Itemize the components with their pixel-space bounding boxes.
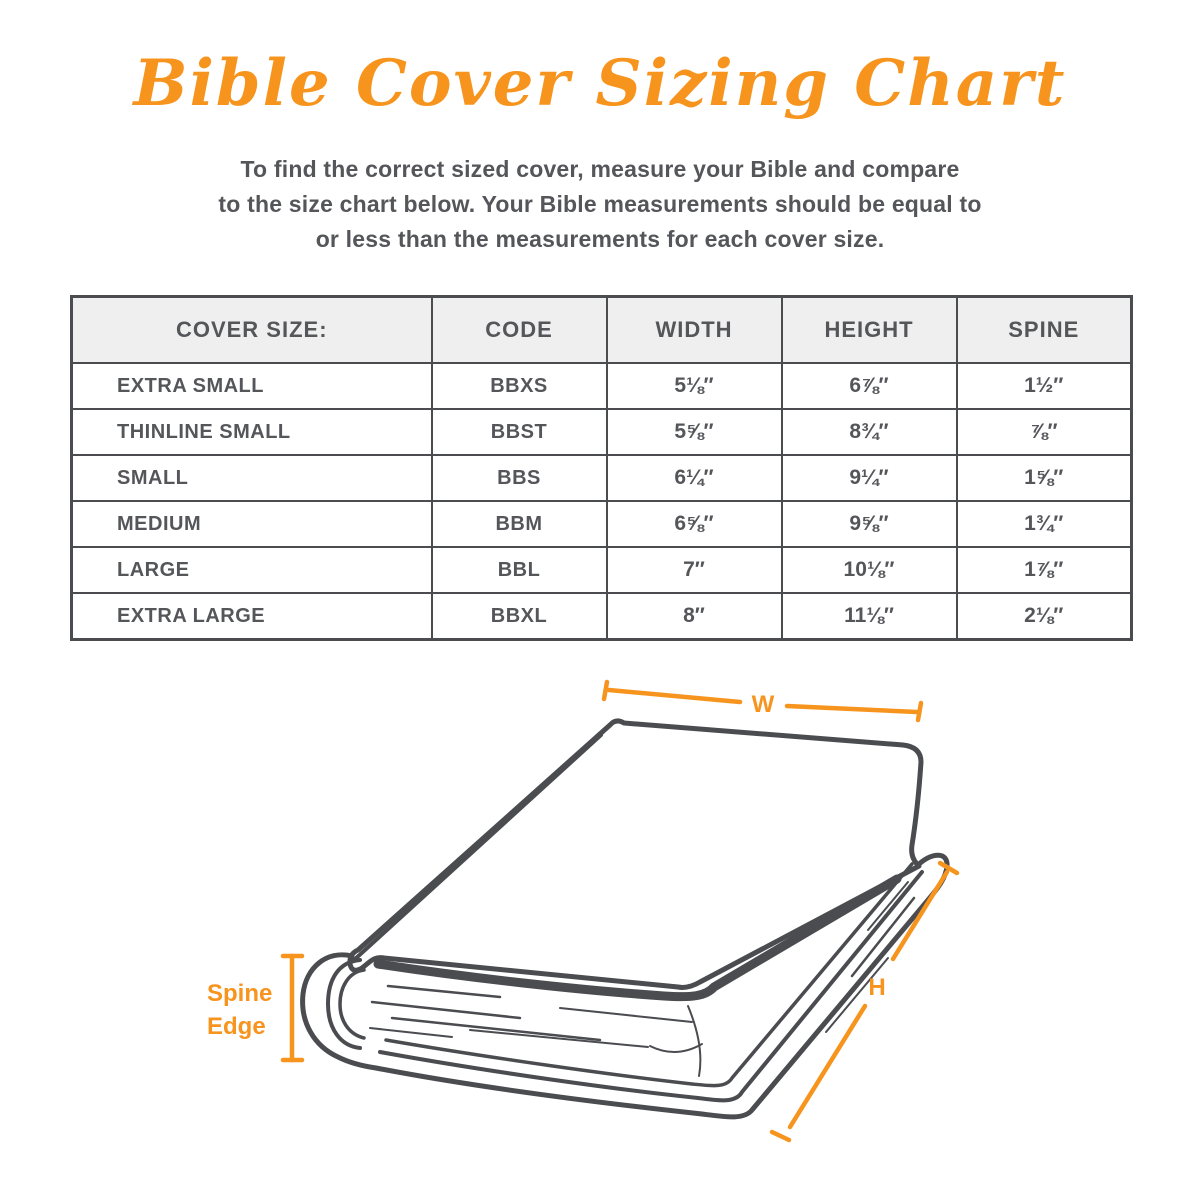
cell-2-0: SMALL — [70, 454, 433, 502]
page-texture-lines — [369, 881, 916, 1077]
cell-0-2: 5⅛″ — [605, 362, 783, 410]
cell-0-3: 6⅞″ — [780, 362, 958, 410]
cell-5-2: 8″ — [605, 592, 783, 641]
cell-1-3: 8¾″ — [780, 408, 958, 456]
cell-3-3: 9⅝″ — [780, 500, 958, 548]
table-row-2: SMALL BBS 6¼″ 9¼″ 1⅝″ — [70, 454, 1133, 502]
table-row-5: EXTRA LARGE BBXL 8″ 11⅛″ 2⅛″ — [70, 592, 1133, 641]
table-row-3: MEDIUM BBM 6⅝″ 9⅝″ 1¾″ — [70, 500, 1133, 548]
table-row-0: EXTRA SMALL BBXS 5⅛″ 6⅞″ 1½″ — [70, 362, 1133, 410]
cell-3-2: 6⅝″ — [605, 500, 783, 548]
column-header-3: HEIGHT — [780, 295, 958, 364]
spine-arch — [326, 958, 366, 1050]
height-measurement: H — [769, 860, 960, 1143]
cell-3-4: 1¾″ — [955, 500, 1133, 548]
width-tick-left — [601, 679, 610, 702]
cell-1-1: BBST — [430, 408, 608, 456]
cell-4-0: LARGE — [70, 546, 433, 594]
cell-5-0: EXTRA LARGE — [70, 592, 433, 641]
width-label: W — [752, 691, 775, 718]
page-title: Bible Cover Sizing Chart — [133, 46, 1067, 121]
column-header-2: WIDTH — [605, 295, 783, 364]
column-header-4: SPINE — [955, 295, 1133, 364]
table-row-1: THINLINE SMALL BBST 5⅝″ 8¾″ ⅞″ — [70, 408, 1133, 456]
height-tick-top — [937, 860, 960, 876]
cell-3-0: MEDIUM — [70, 500, 433, 548]
cell-5-3: 11⅛″ — [780, 592, 958, 641]
spine-hinge-line — [352, 733, 603, 962]
cell-4-1: BBL — [430, 546, 608, 594]
cell-0-4: 1½″ — [955, 362, 1133, 410]
table-row-4: LARGE BBL 7″ 10⅛″ 1⅞″ — [70, 546, 1133, 594]
cell-0-1: BBXS — [430, 362, 608, 410]
cell-4-2: 7″ — [605, 546, 783, 594]
cell-2-4: 1⅝″ — [955, 454, 1133, 502]
height-label: H — [868, 974, 885, 1001]
cell-2-1: BBS — [430, 454, 608, 502]
spine-edge-label-line2: Edge — [207, 1013, 266, 1040]
cell-4-4: 1⅞″ — [955, 546, 1133, 594]
cell-1-2: 5⅝″ — [605, 408, 783, 456]
cell-2-3: 9¼″ — [780, 454, 958, 502]
cell-3-1: BBM — [430, 500, 608, 548]
intro-line-3: or less than the measurements for each c… — [315, 226, 885, 252]
cell-1-0: THINLINE SMALL — [70, 408, 433, 456]
cell-5-1: BBXL — [430, 592, 608, 641]
spine-edge-measurement: Spine Edge — [207, 953, 305, 1063]
sizing-table: COVER SIZE: CODE WIDTH HEIGHT SPINE EXTRA SM… — [70, 295, 1133, 641]
intro-line-1: To find the correct sized cover, measure… — [240, 156, 960, 182]
column-header-0: COVER SIZE: — [70, 295, 433, 364]
book-diagram: W H Spine Edge — [207, 679, 960, 1143]
table-header-row: COVER SIZE: CODE WIDTH HEIGHT SPINE — [70, 295, 1133, 364]
intro-line-2: to the size chart below. Your Bible meas… — [218, 191, 982, 217]
cell-1-4: ⅞″ — [955, 408, 1133, 456]
book-cover — [347, 718, 924, 990]
cell-0-0: EXTRA SMALL — [70, 362, 433, 410]
height-tick-bottom — [769, 1129, 792, 1143]
cell-5-4: 2⅛″ — [955, 592, 1133, 641]
width-tick-right — [915, 700, 924, 723]
intro-paragraph: To find the correct sized cover, measure… — [0, 152, 1200, 257]
spine-edge-label-line1: Spine — [207, 980, 272, 1007]
width-measurement: W — [601, 679, 924, 723]
cell-2-2: 6¼″ — [605, 454, 783, 502]
cell-4-3: 10⅛″ — [780, 546, 958, 594]
column-header-1: CODE — [430, 295, 608, 364]
